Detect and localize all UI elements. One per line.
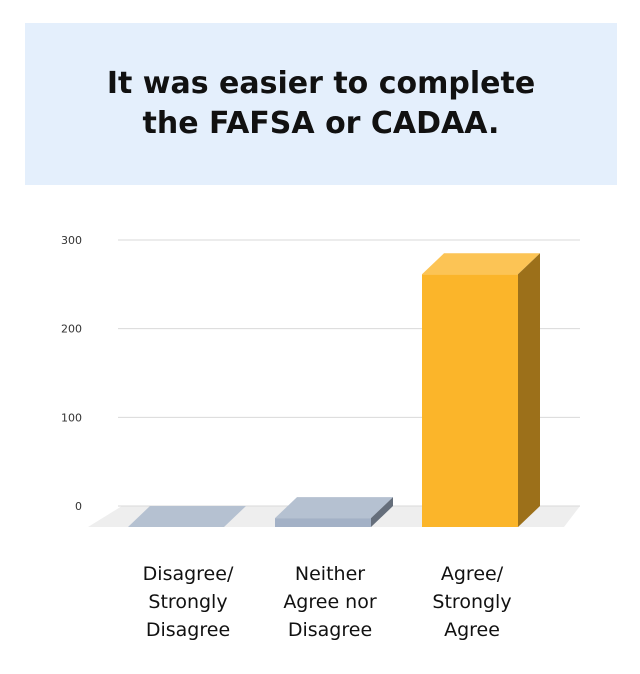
category-label: Neither Agree nor Disagree — [283, 563, 377, 641]
y-tick-label: 200 — [61, 323, 82, 336]
y-tick-label: 100 — [61, 411, 82, 424]
bar-side — [518, 253, 540, 528]
bar — [422, 274, 518, 527]
bar-top — [275, 497, 393, 519]
category-label: Agree/ Strongly Agree — [432, 563, 512, 641]
category-label: Disagree/ Strongly Disagree — [142, 563, 234, 641]
title-banner: It was easier to complete the FAFSA or C… — [25, 23, 617, 185]
bar — [275, 518, 371, 527]
bar-top — [128, 506, 246, 527]
y-tick-label: 300 — [61, 234, 82, 247]
chart-title: It was easier to complete the FAFSA or C… — [106, 66, 536, 141]
bar-top — [422, 253, 540, 275]
y-tick-label: 0 — [75, 500, 82, 513]
bar-side — [371, 497, 393, 527]
